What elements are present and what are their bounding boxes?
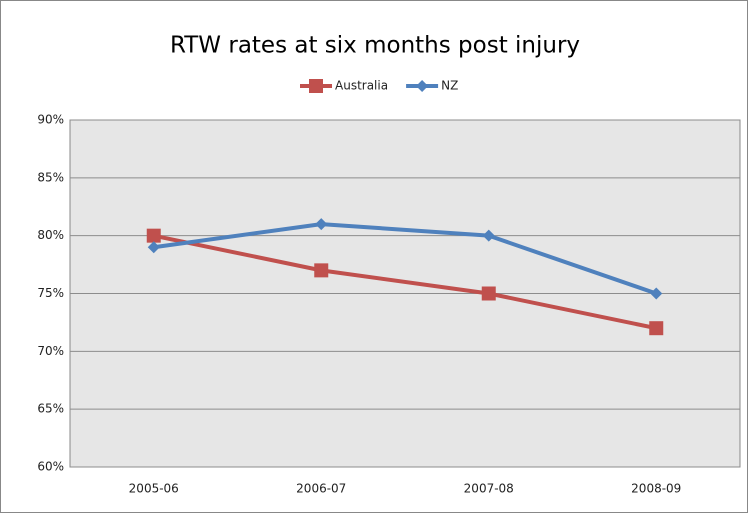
marker — [146, 228, 161, 243]
legend-label: NZ — [441, 79, 458, 93]
x-tick-label: 2008-09 — [631, 482, 681, 496]
marker — [147, 241, 160, 254]
marker — [650, 287, 663, 300]
y-tick-label: 80% — [37, 228, 64, 242]
x-tick-label: 2005-06 — [129, 482, 179, 496]
y-tick-label: 70% — [37, 344, 64, 358]
series-line — [153, 233, 657, 331]
y-tick-label: 85% — [37, 170, 64, 184]
legend-label: Australia — [335, 79, 388, 93]
marker — [309, 79, 323, 93]
marker — [649, 321, 664, 336]
marker — [314, 263, 329, 278]
x-tick-label: 2006-07 — [296, 482, 346, 496]
y-tick-label: 75% — [37, 286, 64, 300]
marker — [315, 218, 328, 231]
series-line — [153, 222, 657, 296]
x-tick-label: 2007-08 — [464, 482, 514, 496]
marker — [416, 80, 429, 92]
chart-title: RTW rates at six months post injury — [170, 33, 580, 59]
y-tick-label: 90% — [37, 113, 64, 127]
y-tick-label: 60% — [37, 460, 64, 474]
y-tick-label: 65% — [37, 402, 64, 416]
marker — [481, 286, 496, 301]
marker — [482, 229, 495, 242]
